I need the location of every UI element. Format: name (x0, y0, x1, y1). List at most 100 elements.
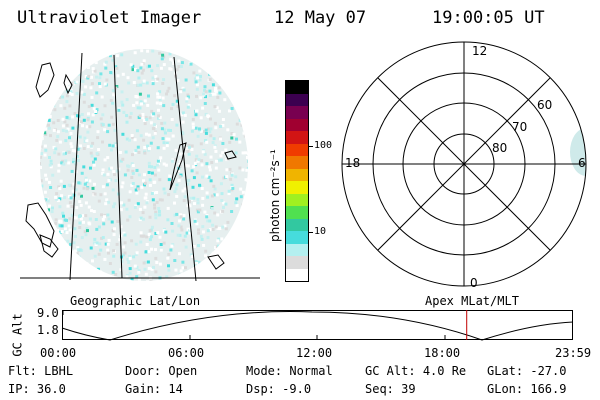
geographic-latlon-label: Geographic Lat/Lon (70, 294, 201, 308)
emission-pixel (160, 127, 164, 131)
emission-pixel (214, 126, 218, 130)
mlt-label-12: 12 (472, 44, 488, 58)
emission-pixel (70, 213, 74, 217)
emission-pixel (200, 187, 204, 190)
emission-pixel (58, 274, 62, 278)
emission-pixel (188, 204, 192, 208)
emission-pixel (93, 254, 97, 258)
emission-pixel (132, 81, 136, 84)
emission-pixel (104, 60, 108, 64)
emission-pixel (60, 161, 64, 165)
emission-pixel (63, 196, 67, 200)
emission-pixel (82, 92, 86, 96)
emission-pixel (150, 283, 153, 286)
emission-pixel (186, 105, 190, 109)
emission-pixel (68, 201, 72, 205)
emission-pixel (159, 102, 163, 106)
emission-pixel (233, 86, 237, 90)
y-tick-1-8: 1.8 (37, 323, 59, 337)
emission-pixel (201, 225, 205, 229)
emission-pixel (146, 280, 149, 281)
emission-pixel (214, 166, 218, 170)
emission-pixel (149, 279, 153, 281)
emission-pixel (234, 58, 238, 62)
emission-pixel (114, 273, 118, 276)
emission-pixel (195, 94, 198, 98)
emission-pixel (65, 231, 69, 235)
emission-pixel (40, 272, 42, 276)
emission-pixel (82, 165, 86, 169)
emission-pixel (238, 116, 242, 120)
emission-pixel (232, 79, 236, 82)
emission-pixel (87, 205, 91, 209)
emission-pixel (159, 156, 163, 160)
emission-pixel (84, 201, 88, 205)
emission-pixel (233, 273, 236, 276)
emission-pixel (197, 228, 200, 232)
emission-pixel (148, 238, 152, 242)
emission-pixel (162, 229, 166, 233)
emission-pixel (40, 136, 44, 140)
emission-pixel (212, 59, 216, 63)
emission-pixel (188, 200, 191, 203)
emission-pixel (191, 117, 195, 121)
emission-pixel (103, 82, 107, 86)
emission-pixel (134, 242, 138, 246)
emission-pixel (157, 207, 161, 210)
emission-pixel (76, 66, 80, 70)
emission-pixel (111, 101, 115, 105)
emission-pixel (86, 145, 90, 149)
emission-pixel (55, 54, 59, 58)
emission-pixel (217, 86, 221, 90)
emission-pixel (154, 248, 157, 252)
emission-pixel (154, 270, 158, 274)
emission-pixel (65, 100, 69, 104)
emission-pixel (143, 146, 147, 149)
emission-pixel (209, 228, 212, 232)
emission-pixel (101, 113, 105, 117)
emission-pixel (197, 260, 201, 264)
emission-pixel (186, 164, 190, 168)
emission-pixel (76, 248, 80, 252)
emission-pixel (123, 241, 127, 245)
emission-pixel (239, 102, 243, 106)
emission-pixel (166, 89, 170, 93)
emission-pixel (52, 145, 56, 149)
emission-pixel (233, 88, 237, 92)
emission-pixel (162, 141, 166, 145)
emission-pixel (62, 214, 65, 218)
emission-pixel (86, 118, 90, 122)
emission-pixel (216, 272, 220, 276)
emission-pixel (216, 226, 220, 230)
emission-pixel (145, 243, 149, 246)
emission-pixel (181, 266, 185, 270)
emission-pixel (72, 157, 76, 161)
emission-pixel (143, 183, 146, 187)
colorbar-stop (286, 106, 308, 119)
emission-pixel (130, 162, 134, 166)
emission-pixel (160, 57, 164, 61)
emission-pixel (146, 49, 150, 53)
emission-pixel (66, 50, 70, 53)
emission-pixel (51, 61, 55, 65)
emission-pixel (230, 132, 234, 135)
emission-pixel (210, 60, 214, 64)
emission-pixel (195, 154, 199, 158)
emission-pixel (80, 120, 83, 124)
emission-pixel (53, 99, 57, 103)
emission-pixel (210, 194, 214, 198)
emission-pixel (173, 259, 177, 262)
emission-pixel (52, 104, 56, 108)
emission-pixel (153, 173, 157, 177)
emission-pixel (217, 57, 221, 61)
emission-pixel (167, 86, 171, 90)
emission-pixel (94, 243, 98, 246)
emission-pixel (170, 222, 174, 225)
emission-pixel (67, 150, 71, 154)
emission-pixel (129, 111, 133, 115)
emission-pixel (200, 237, 204, 241)
emission-pixel (217, 244, 220, 248)
emission-pixel (96, 130, 100, 134)
emission-pixel (109, 98, 113, 102)
emission-pixel (213, 121, 217, 125)
